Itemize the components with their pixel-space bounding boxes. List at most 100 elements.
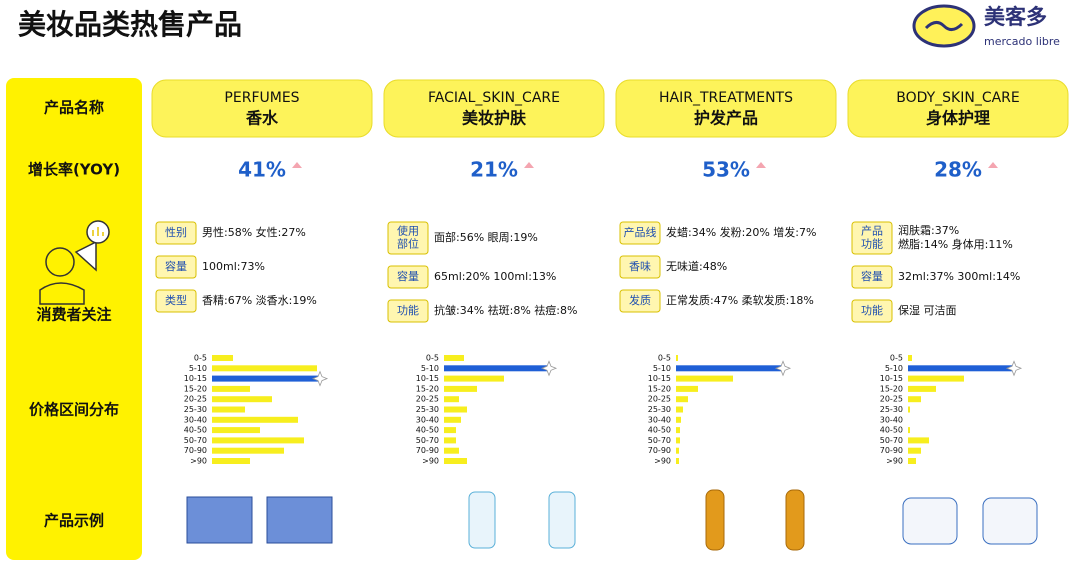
header-pill (383, 79, 605, 138)
row-label: 产品示例 (44, 512, 104, 530)
price-bar (212, 447, 284, 454)
price-bin-label: 50-70 (184, 436, 207, 445)
header-pill (847, 79, 1069, 138)
category-column: HAIR_TREATMENTS 护发产品 53% 产品线 发蜡:34% 发粉:20% 增… (615, 79, 837, 551)
price-bin-label: 0-5 (658, 354, 671, 363)
growth-arrow (292, 162, 302, 168)
price-bar (908, 355, 912, 361)
attribute-tag (851, 221, 893, 255)
header-pill (151, 79, 373, 138)
attribute-tag-text: 功能 (861, 303, 883, 317)
attribute-text: 抗皱:34% 祛斑:8% 祛痘:8% (434, 303, 577, 317)
price-bar (444, 355, 464, 361)
price-bar (212, 458, 250, 464)
price-bin-label: 70-90 (880, 446, 903, 455)
price-bin-label: 25-30 (648, 405, 671, 414)
attribute-tag-text: 容量 (165, 259, 187, 273)
price-bar (212, 437, 304, 444)
product-image (548, 491, 576, 549)
price-bin-label: 0-5 (426, 354, 439, 363)
price-bin-label: 5-10 (189, 364, 207, 373)
attribute-tag (387, 265, 429, 289)
attribute-tag-text: 产品 (861, 224, 883, 238)
price-bin-label: 20-25 (184, 395, 207, 404)
product-image (982, 497, 1038, 545)
attribute-tag-text: 容量 (397, 269, 419, 283)
price-bin-label: 40-50 (416, 426, 439, 435)
attribute-tag (619, 221, 661, 245)
growth-arrow (756, 162, 766, 168)
attribute-tag-text: 功能 (861, 237, 883, 251)
price-bar (676, 375, 733, 382)
attribute-text: 65ml:20% 100ml:13% (434, 270, 556, 283)
price-bin-label: 70-90 (648, 446, 671, 455)
price-bin-label: 20-25 (880, 395, 903, 404)
price-bar (212, 416, 298, 423)
price-bin-label: 50-70 (880, 436, 903, 445)
price-bin-label: 5-10 (653, 364, 671, 373)
price-bin-label: 0-5 (194, 354, 207, 363)
price-bin-label: >90 (654, 457, 671, 466)
price-bar (676, 437, 680, 444)
attribute-tag-text: 性别 (165, 225, 187, 239)
category-name-en: FACIAL_SKIN_CARE (428, 90, 560, 106)
attribute-text: 正常发质:47% 柔软发质:18% (666, 293, 814, 307)
attribute-tag (619, 289, 661, 313)
row-label: 消费者关注 (36, 306, 111, 324)
category-column: PERFUMES 香水 41% 性别 男性:58% 女性:27% 容量 100ml:73% 类… (151, 79, 373, 544)
category-name-en: PERFUMES (224, 90, 299, 106)
attribute-tag-text: 香味 (629, 260, 651, 273)
growth-arrow (988, 162, 998, 168)
growth-rate: 28% (934, 158, 982, 182)
price-bin-label: >90 (886, 457, 903, 466)
attribute-tag (155, 221, 197, 245)
logo: 美客多 mercado libre (912, 4, 1060, 48)
category-name-zh: 身体护理 (926, 109, 990, 128)
attribute-tag (155, 289, 197, 313)
price-bar (444, 406, 467, 413)
label-column (6, 78, 142, 560)
price-bar (908, 396, 921, 403)
product-image (902, 497, 958, 545)
price-bin-label: 40-50 (184, 426, 207, 435)
growth-arrow (524, 162, 534, 168)
price-bar (212, 406, 245, 413)
attribute-tag-text: 容量 (861, 269, 883, 283)
price-bin-label: 25-30 (416, 405, 439, 414)
price-bin-label: 0-5 (890, 354, 903, 363)
attribute-tag (619, 255, 661, 279)
attribute-text: 润肤霜:37% (898, 223, 959, 237)
price-bin-label: 10-15 (416, 374, 439, 383)
price-bar (444, 396, 459, 403)
price-bin-label: 30-40 (648, 415, 671, 424)
price-bar (908, 458, 916, 464)
attribute-tag-text: 类型 (165, 293, 187, 307)
price-bin-label: 10-15 (648, 374, 671, 383)
attribute-text: 燃脂:14% 身体用:11% (898, 237, 1013, 251)
attribute-tag-text: 发质 (629, 293, 651, 307)
highlight-star (1005, 360, 1023, 377)
price-bin-label: 70-90 (416, 446, 439, 455)
price-bin-label: 10-15 (184, 374, 207, 383)
attribute-text: 无味道:48% (666, 259, 727, 273)
header-pill (615, 79, 837, 138)
attribute-tag (387, 221, 429, 255)
price-bin-label: 15-20 (416, 384, 439, 393)
price-bar (444, 437, 456, 444)
price-bar (212, 355, 233, 361)
price-bar (676, 406, 683, 413)
price-bar (676, 365, 783, 372)
price-bar (444, 375, 504, 382)
logo-zh: 美客多 (984, 5, 1047, 29)
attribute-tag (851, 299, 893, 323)
price-bar (212, 385, 250, 392)
attribute-tag-text: 功能 (397, 303, 419, 317)
attribute-text: 男性:58% 女性:27% (202, 225, 306, 239)
price-bar (908, 447, 921, 454)
price-bin-label: 5-10 (885, 364, 903, 373)
price-bar (676, 427, 680, 434)
price-bin-label: 5-10 (421, 364, 439, 373)
price-bar (444, 447, 459, 454)
